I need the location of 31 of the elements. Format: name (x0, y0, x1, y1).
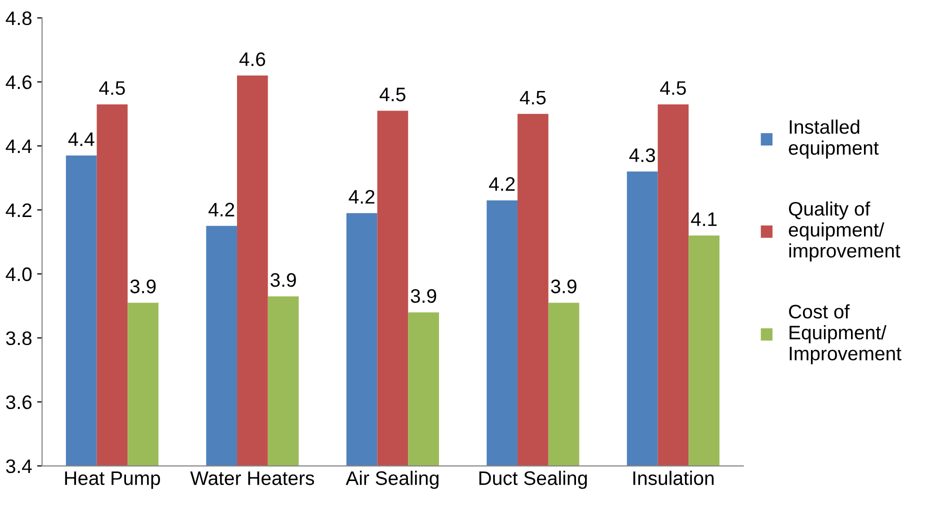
legend-label: Cost of Equipment/ Improvement (789, 304, 902, 364)
data-label: 3.9 (270, 273, 296, 287)
data-label: 3.9 (551, 280, 576, 294)
y-tick-label: 4.4 (6, 140, 32, 153)
data-label: 4.5 (380, 88, 406, 102)
y-tick-label: 4.2 (6, 203, 32, 217)
x-tick-label: Heat Pump (65, 471, 160, 489)
data-label: 4.4 (68, 132, 94, 146)
y-tick-label: 3.4 (6, 459, 32, 474)
data-label: 4.2 (208, 202, 234, 216)
data-label: 4.2 (348, 190, 374, 204)
y-tick-label: 3.6 (6, 395, 32, 410)
data-label: 4.3 (629, 148, 656, 162)
x-tick-label: Air Sealing (346, 470, 438, 489)
data-label: 4.5 (520, 90, 546, 105)
data-label: 4.6 (239, 52, 266, 66)
data-label: 4.5 (99, 81, 125, 95)
data-label: 3.9 (130, 280, 156, 294)
legend-label: Installed equipment (788, 120, 879, 159)
data-label: 4.2 (489, 177, 515, 191)
legend-label: Quality of equipment/ improvement (788, 201, 900, 262)
x-tick-label: Water Heaters (190, 471, 314, 486)
data-label: 4.5 (660, 81, 686, 95)
y-tick-label: 4.0 (6, 267, 32, 282)
y-tick-label: 4.8 (6, 11, 32, 26)
y-tick-label: 3.8 (6, 331, 32, 346)
data-label: 3.9 (410, 289, 436, 303)
x-tick-label: Duct Sealing (479, 470, 587, 489)
x-tick-label: Insulation (633, 470, 714, 486)
data-label: 4.1 (690, 212, 717, 226)
y-tick-label: 4.6 (6, 75, 32, 90)
